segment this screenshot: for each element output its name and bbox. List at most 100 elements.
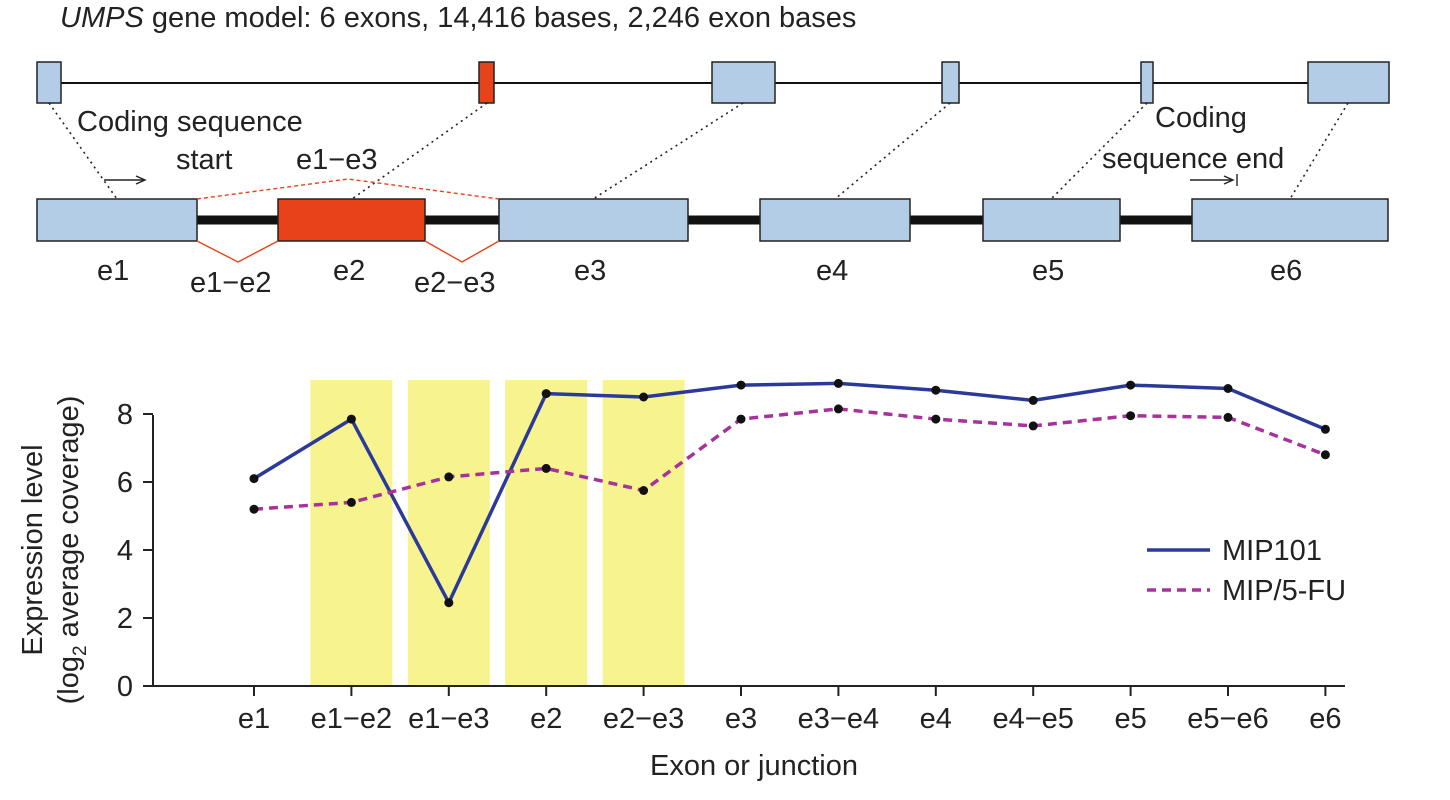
exon-label-e5: e5 [1032, 255, 1064, 287]
junction-line-e2-e3 [424, 240, 500, 263]
highlight-band-e2-e3 [602, 380, 685, 686]
x-tick-label: e3−e4 [798, 703, 879, 735]
x-tick-label: e5 [1114, 703, 1146, 735]
genomic-exon-e2 [478, 61, 495, 104]
y-tick-label: 0 [117, 671, 133, 703]
transcript-exon-e3 [498, 198, 689, 242]
x-axis-label: Exon or junction [650, 750, 858, 782]
data-point-mip101 [541, 389, 551, 399]
mapping-line-e3 [592, 102, 744, 200]
transcript-exon-e6 [1191, 198, 1389, 242]
y-tick-label: 2 [117, 603, 133, 635]
x-tick-label: e2−e3 [603, 703, 684, 735]
mapping-line-e1 [48, 102, 118, 200]
cds-start-label-line1: Coding sequence [77, 106, 303, 138]
y-tick-label: 4 [117, 535, 133, 567]
y-axis-label-post: average coverage) [53, 396, 85, 646]
y-axis-label-line1: Expression level [17, 444, 49, 655]
transcript-track [36, 198, 1389, 242]
gene-model-title: UMPS gene model: 6 exons, 14,416 bases, … [60, 2, 856, 35]
genomic-track [36, 61, 1390, 104]
data-point-mip101 [1126, 380, 1136, 390]
gene-model-annotations: Coding sequence start Coding sequence en… [77, 102, 1302, 299]
x-tick-label: e1−e3 [408, 703, 489, 735]
exon-label-e2: e2 [333, 255, 365, 287]
junction-label-e2-e3: e2−e3 [414, 267, 495, 299]
data-point-mip101 [1028, 395, 1038, 405]
data-point-mip-5-fu [444, 472, 454, 482]
cds-start-arrowhead [135, 175, 147, 185]
genomic-exon-e1 [36, 61, 62, 104]
mapping-line-e2 [351, 102, 488, 200]
cds-end-label-line2: sequence end [1102, 143, 1284, 175]
y-ticks: 0 2 4 6 8 [117, 399, 153, 703]
data-point-mip-5-fu [541, 463, 551, 473]
exon-label-e3: e3 [574, 255, 606, 287]
highlight-band-e1-e3 [407, 380, 490, 686]
data-point-mip101 [833, 378, 843, 388]
cds-start-label-line2: start [176, 144, 232, 176]
junction-lines [196, 178, 500, 263]
series-points [249, 378, 1330, 608]
cds-end-label-line1: Coding [1155, 102, 1247, 134]
highlight-band-e1-e2 [310, 380, 393, 686]
data-point-mip-5-fu [833, 404, 843, 414]
genomic-exon-e3 [711, 61, 776, 104]
x-tick-label: e2 [530, 703, 562, 735]
transcript-exon-e2 [277, 198, 426, 242]
mapping-lines [48, 102, 1349, 200]
transcript-exon-e5 [982, 198, 1121, 242]
cds-end-arrowhead [1223, 175, 1235, 185]
data-point-mip101 [639, 392, 649, 402]
genomic-exon-e5 [1140, 61, 1154, 104]
data-point-mip-5-fu [1223, 412, 1233, 422]
junction-line-e1-e2 [196, 240, 279, 263]
junction-label-e1-e3: e1−e3 [296, 144, 377, 176]
x-tick-label: e1 [238, 703, 270, 735]
series-line-mip-5-fu [253, 407, 1327, 511]
highlight-band-e2 [505, 380, 588, 686]
data-point-mip101 [931, 385, 941, 395]
y-axis-label: Expression level (log2 average coverage) [17, 396, 91, 705]
legend-label-mip101: MIP101 [1222, 535, 1322, 567]
data-point-mip101 [346, 414, 356, 424]
series-lines [253, 381, 1327, 605]
genomic-exon-e6 [1307, 61, 1390, 104]
chart-highlights [310, 380, 685, 686]
data-point-mip-5-fu [736, 414, 746, 424]
x-tick-label: e6 [1309, 703, 1341, 735]
x-tick-label: e1−e2 [311, 703, 392, 735]
x-tick-label: e4−e5 [992, 703, 1073, 735]
junction-label-e1-e2: e1−e2 [190, 267, 271, 299]
mapping-line-e6 [1289, 102, 1349, 200]
data-point-mip101 [1223, 384, 1233, 393]
y-tick-label: 8 [117, 399, 133, 431]
data-point-mip-5-fu [1028, 421, 1038, 431]
legend: MIP101 MIP/5-FU [1147, 535, 1346, 607]
data-point-mip-5-fu [1126, 411, 1136, 421]
data-point-mip-5-fu [639, 486, 649, 495]
data-point-mip101 [736, 380, 746, 390]
data-point-mip-5-fu [346, 497, 356, 507]
exon-label-e1: e1 [97, 255, 129, 287]
y-tick-label: 6 [117, 467, 133, 499]
series-line-mip101 [253, 381, 1327, 605]
gene-model-summary: gene model: 6 exons, 14,416 bases, 2,246… [151, 2, 857, 34]
exon-label-e4: e4 [816, 255, 848, 287]
transcript-exon-e1 [36, 198, 198, 242]
x-tick-label: e4 [920, 703, 952, 735]
legend-label-mip-5-fu: MIP/5-FU [1222, 575, 1346, 607]
data-point-mip-5-fu [1320, 450, 1330, 460]
y-axis-label-sub: 2 [70, 645, 91, 656]
cds-arrows [104, 174, 1238, 186]
data-point-mip-5-fu [931, 414, 941, 424]
mapping-line-e5 [1050, 102, 1148, 200]
mapping-line-e4 [834, 102, 951, 200]
exon-label-e6: e6 [1270, 255, 1302, 287]
data-point-mip-5-fu [249, 504, 259, 514]
y-axis-label-pre: (log [53, 656, 85, 704]
y-axis-label-line2: (log2 average coverage) [53, 396, 91, 705]
x-tick-label: e3 [725, 703, 757, 735]
data-point-mip101 [1320, 424, 1330, 434]
